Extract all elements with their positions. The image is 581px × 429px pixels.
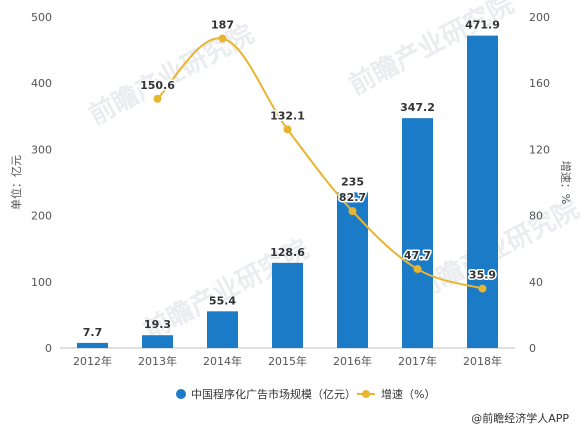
bar-value-label: 347.2 [400,101,435,114]
y2-tick-label: 160 [529,77,550,90]
y2-tick-label: 120 [529,143,550,156]
x-tick-label: 2012年 [73,354,112,368]
legend-bar-label: 中国程序化广告市场规模（亿元） [191,387,356,401]
growth-point [413,265,422,274]
growth-value-label: 35.9 [469,269,496,282]
watermark-layer: 前瞻产业研究院前瞻产业研究院前瞻产业研究院前瞻产业研究院 [84,0,581,346]
x-tick-label: 2015年 [268,354,307,368]
growth-value-label: 47.7 [404,249,431,262]
growth-point [218,34,227,43]
y-tick-label: 200 [31,210,52,223]
bar-value-label: 19.3 [144,318,171,331]
bar-value-label: 7.7 [83,326,103,339]
growth-value-label: 82.7 [339,191,366,204]
y2-tick-label: 40 [529,276,543,289]
bar [337,192,368,348]
x-tick-label: 2017年 [398,354,437,368]
growth-value-label: 150.6 [140,79,175,92]
bar-value-label: 55.4 [209,294,236,307]
growth-value-label: 132.1 [270,109,305,122]
x-tick-label: 2014年 [203,354,242,368]
bar-value-label: 471.9 [465,19,500,32]
watermark-text: 前瞻产业研究院 [84,18,259,131]
legend-line-marker [362,390,370,398]
x-tick-label: 2016年 [333,354,372,368]
y2-tick-label: 80 [529,210,543,223]
bar [207,311,238,348]
y2-axis-title: 增速：% [559,161,573,204]
growth-point [478,284,487,293]
bar [467,35,498,348]
y-axis-title: 单位：亿元 [9,155,23,210]
bar [272,262,303,348]
data-labels: 7.7 19.3 55.4 128.6 235 347.2 471.9 150.6 187 132… [83,17,500,339]
y-tick-label: 400 [31,77,52,90]
growth-line [156,37,483,290]
x-tick-label: 2013年 [138,354,177,368]
y-tick-label: 300 [31,143,52,156]
bar [77,342,108,348]
y2-tick-label: 0 [529,342,536,355]
y2-tick-label: 200 [529,11,550,24]
growth-point [153,94,162,103]
line-series [153,34,487,293]
legend-line-label: 增速（%） [381,387,435,401]
x-tick-label: 2018年 [463,354,502,368]
y-tick-label: 100 [31,276,52,289]
growth-point [348,207,357,216]
growth-point [283,125,292,134]
y-tick-label: 500 [31,11,52,24]
growth-value-label: 187 [211,19,234,32]
bar [142,335,173,348]
axes: 0 100 200 300 400 500 0 40 80 120 160 200 2012年 2013年… [9,11,573,368]
legend-bar-marker [176,389,186,399]
bar-value-label: 235 [341,175,364,188]
bar-series [77,35,498,349]
legend: 中国程序化广告市场规模（亿元） 增速（%） [176,387,435,401]
bar-value-label: 128.6 [270,246,305,259]
y-tick-label: 0 [45,342,52,355]
source-credit: @前瞻经济学人APP [471,412,569,425]
bar [402,118,433,349]
